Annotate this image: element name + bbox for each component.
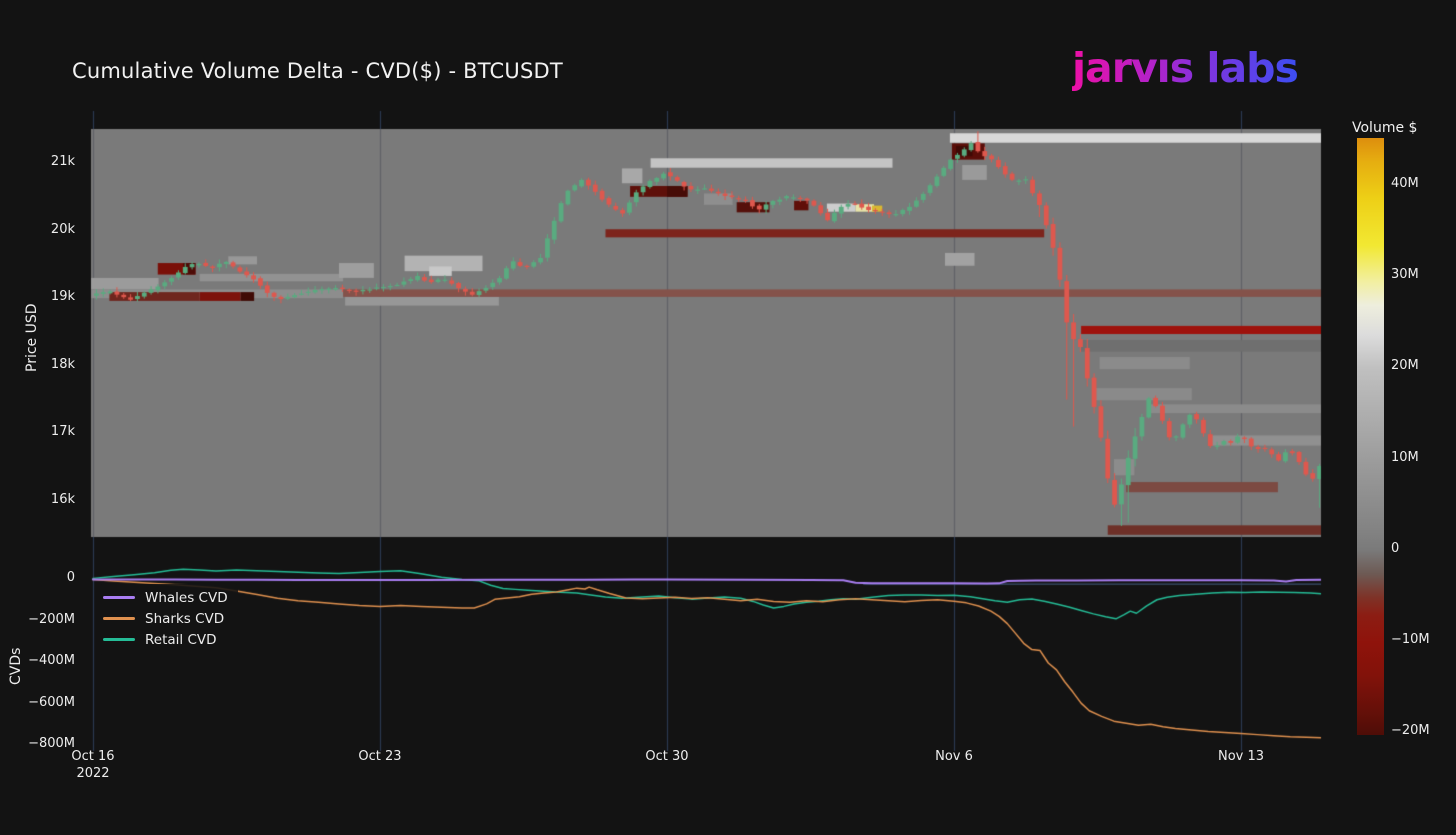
cvd-axis-title: CVDs — [8, 647, 24, 685]
cvd-legend: Whales CVD Sharks CVD Retail CVD — [100, 584, 238, 655]
legend-swatch-line — [103, 638, 135, 641]
legend-item-whales[interactable]: Whales CVD — [103, 587, 228, 608]
legend-item-retail[interactable]: Retail CVD — [103, 629, 228, 650]
legend-label: Sharks CVD — [145, 610, 225, 627]
legend-swatch-line — [103, 617, 135, 620]
legend-swatch-line — [103, 596, 135, 599]
legend-label: Whales CVD — [145, 589, 228, 606]
legend-label: Retail CVD — [145, 631, 217, 648]
legend-item-sharks[interactable]: Sharks CVD — [103, 608, 228, 629]
volume-colorbar-gradient — [1357, 138, 1384, 735]
price-axis-title: Price USD — [24, 303, 40, 372]
brand-logo: jarvıs labs — [1072, 44, 1299, 92]
chart-title: Cumulative Volume Delta - CVD($) - BTCUS… — [72, 59, 563, 83]
colorbar-title: Volume $ — [1352, 120, 1418, 136]
